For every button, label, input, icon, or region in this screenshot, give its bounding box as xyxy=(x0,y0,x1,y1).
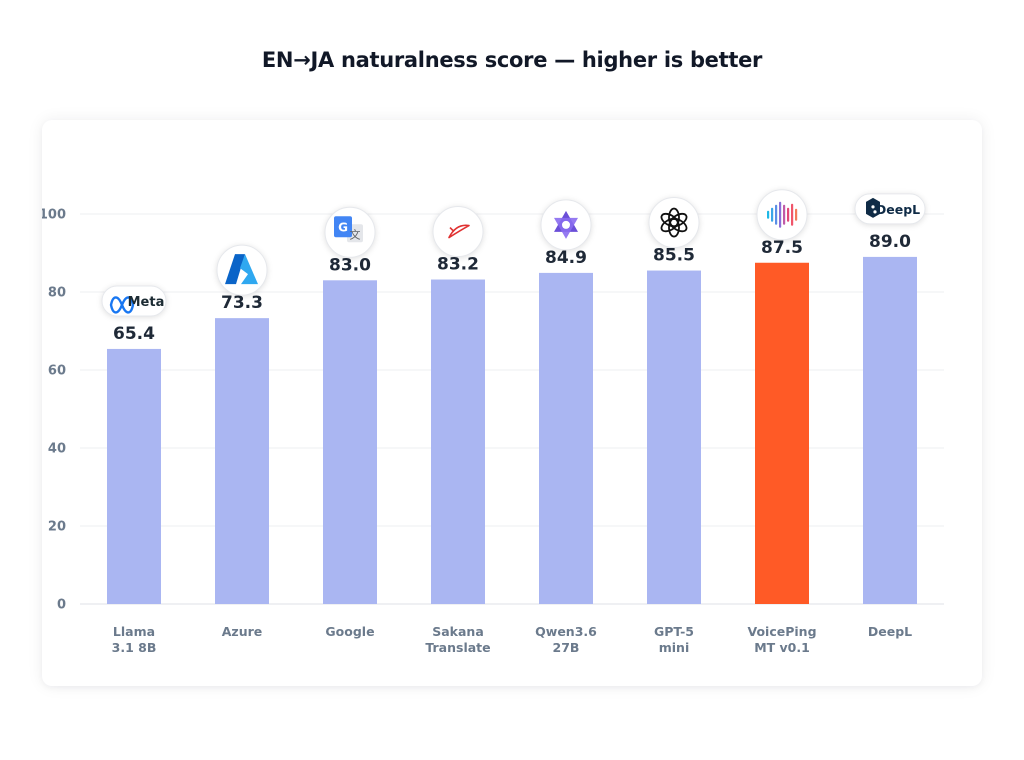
bar xyxy=(863,256,917,604)
category-label: Sakana Translate xyxy=(425,624,490,655)
value-label: 73.3 xyxy=(221,293,263,313)
google-translate-logo-icon: G文 xyxy=(324,206,376,258)
value-label: 65.4 xyxy=(113,324,155,344)
category-label: DeepL xyxy=(868,624,912,639)
y-tick-label: 0 xyxy=(57,598,66,613)
value-label: 89.0 xyxy=(869,232,911,252)
bar xyxy=(647,270,701,604)
bar xyxy=(323,280,377,604)
category-label: Llama 3.1 8B xyxy=(112,624,157,655)
category-label: VoicePing MT v0.1 xyxy=(747,624,816,655)
value-label: 85.5 xyxy=(653,246,695,266)
azure-logo-icon xyxy=(216,244,268,296)
meta-logo-icon: Meta xyxy=(101,285,167,317)
value-label: 83.2 xyxy=(437,255,479,275)
bar xyxy=(107,348,161,604)
bar-chart: 0 20 40 60 80 100 65.4 Llama 3.1 8B Meta 73.3 Azure… xyxy=(42,189,944,655)
svg-text:Meta: Meta xyxy=(128,295,165,310)
bar xyxy=(755,262,809,604)
svg-text:文: 文 xyxy=(350,227,361,241)
svg-text:G: G xyxy=(338,220,348,234)
category-label: Google xyxy=(325,624,374,639)
bar xyxy=(539,272,593,604)
y-tick-label: 100 xyxy=(42,208,66,223)
value-label: 84.9 xyxy=(545,248,587,268)
y-tick-label: 80 xyxy=(48,286,66,301)
svg-text:DeepL: DeepL xyxy=(876,202,920,217)
openai-logo-icon xyxy=(648,197,700,249)
bar xyxy=(431,279,485,604)
voiceping-logo-icon xyxy=(756,189,808,241)
bar xyxy=(215,318,269,604)
y-tick-label: 20 xyxy=(48,520,66,535)
category-label: Azure xyxy=(222,624,263,639)
category-label: GPT-5 mini xyxy=(654,624,694,655)
y-tick-label: 60 xyxy=(48,364,66,379)
chart-card: 0 20 40 60 80 100 65.4 Llama 3.1 8B Meta 73.3 Azure… xyxy=(42,120,982,686)
chart-title: EN→JA naturalness score — higher is bett… xyxy=(261,48,763,72)
category-label: Qwen3.6 27B xyxy=(535,624,597,655)
sakana-logo-icon xyxy=(432,206,484,258)
y-tick-label: 40 xyxy=(48,442,66,457)
deepl-logo-icon: DeepL xyxy=(854,193,926,225)
value-label: 83.0 xyxy=(329,255,371,275)
qwen-logo-icon xyxy=(540,199,592,251)
value-label: 87.5 xyxy=(761,238,803,258)
